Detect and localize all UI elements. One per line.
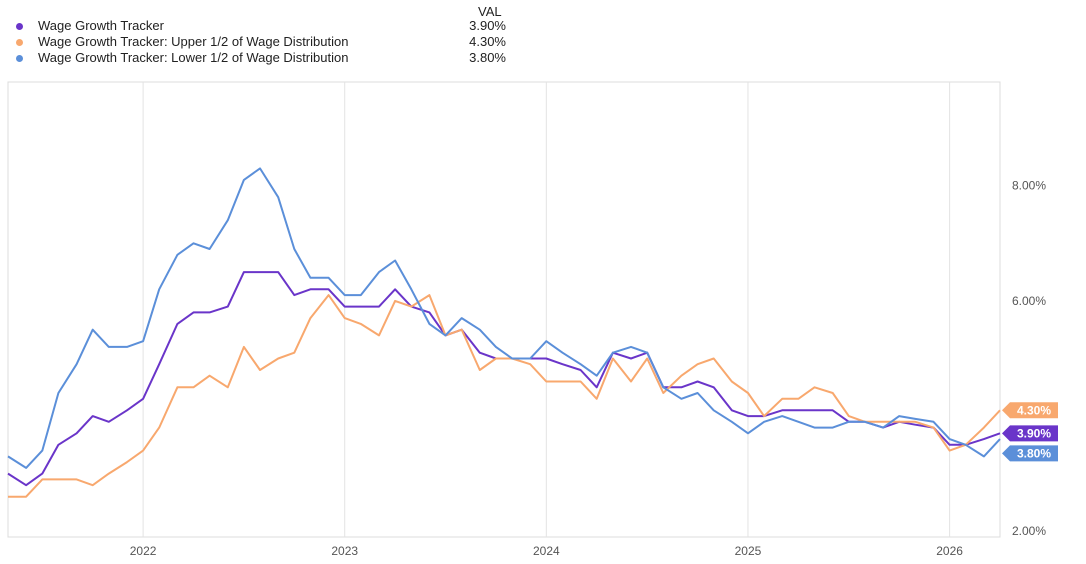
end-value-label: 4.30%	[1017, 403, 1051, 417]
x-tick-label: 2026	[936, 544, 963, 558]
series-layer	[7, 167, 1001, 498]
legend-label: Wage Growth Tracker	[38, 18, 164, 33]
legend-value: 3.80%	[469, 50, 506, 65]
x-axis: 2022 2023 2024 2025 2026	[130, 544, 964, 558]
y-tick-label: 2.00%	[1012, 524, 1046, 538]
grid	[142, 82, 951, 537]
legend-value: 3.90%	[469, 18, 506, 33]
y-tick-label: 8.00%	[1012, 179, 1046, 193]
end-value-tag: 4.30%	[1002, 402, 1058, 419]
end-value-tag: 3.90%	[1002, 425, 1058, 442]
series-color-dot	[16, 55, 23, 62]
legend-label: Wage Growth Tracker: Upper 1/2 of Wage D…	[38, 34, 349, 49]
legend-label: Wage Growth Tracker: Lower 1/2 of Wage D…	[38, 50, 349, 65]
series-color-dot	[16, 23, 23, 30]
plot-area	[7, 81, 1001, 538]
y-tick-label: 6.00%	[1012, 294, 1046, 308]
end-value-tag: 3.80%	[1002, 445, 1058, 462]
series-line-1[interactable]	[8, 294, 1001, 498]
legend-value: 4.30%	[469, 34, 506, 49]
y-axis: 2.00% 6.00% 8.00%	[1012, 179, 1046, 539]
x-tick-label: 2022	[130, 544, 157, 558]
x-tick-label: 2023	[331, 544, 358, 558]
series-line-2[interactable]	[7, 167, 1001, 469]
end-value-label: 3.80%	[1017, 446, 1051, 460]
x-tick-label: 2025	[735, 544, 762, 558]
end-value-label: 3.90%	[1017, 426, 1051, 440]
end-labels: 4.30% 3.90% 3.80%	[1002, 402, 1058, 462]
legend-value-header: VAL	[478, 4, 502, 19]
series-color-dot	[16, 39, 23, 46]
x-tick-label: 2024	[533, 544, 560, 558]
